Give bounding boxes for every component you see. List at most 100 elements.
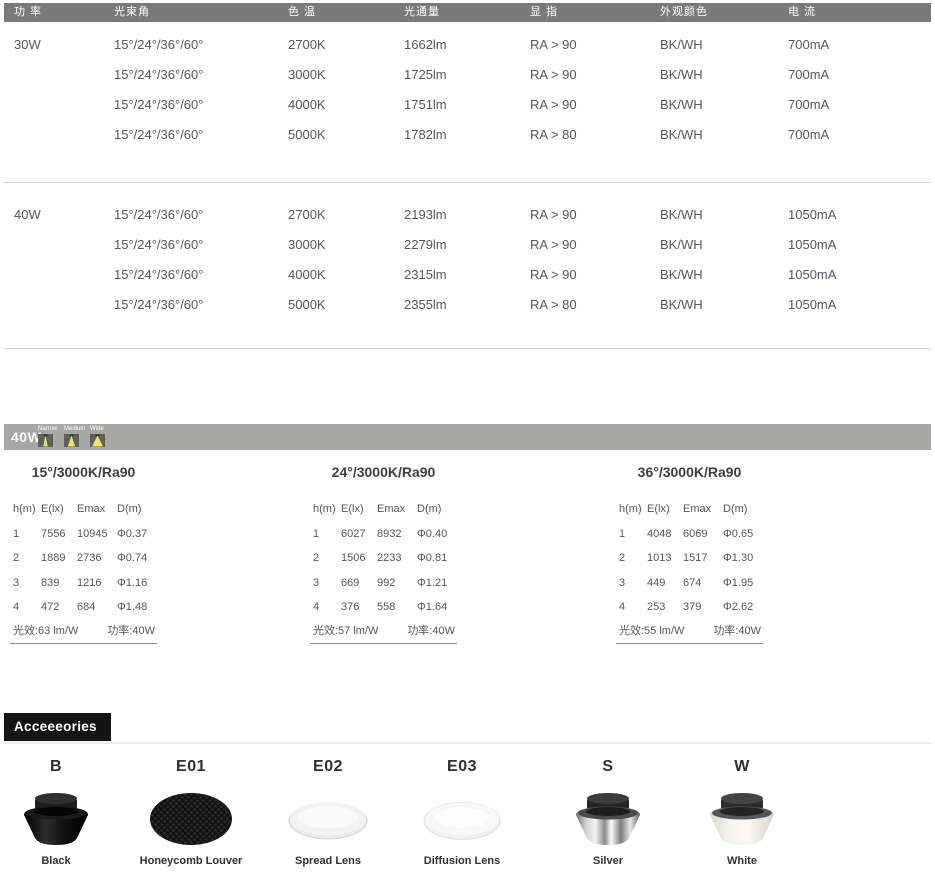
cct-cell: 3000K	[288, 237, 326, 252]
cell: Φ0.37	[117, 527, 148, 540]
power-bar-label: 40W	[11, 429, 42, 445]
table-row: 40W 15°/24°/36°/60° 2700K 2193lm RA > 90…	[4, 200, 931, 230]
cell: 379	[683, 601, 702, 613]
table-row: 4 472 684 Φ1.48	[10, 595, 157, 620]
cell: 1517	[683, 552, 708, 564]
cell: 1889	[41, 552, 66, 564]
diffusion-lens-icon	[423, 802, 501, 840]
cell: 6027	[341, 527, 366, 540]
cell: 2	[13, 552, 20, 564]
cri-cell: RA > 90	[530, 37, 577, 52]
cell: 669	[341, 576, 360, 589]
current-cell: 700mA	[788, 37, 830, 52]
cell: 2233	[377, 552, 402, 564]
col-header: h(m)	[13, 503, 36, 515]
current-cell: 1050mA	[788, 267, 837, 282]
finish-cell: BK/WH	[660, 297, 703, 312]
beam-medium: Medium	[64, 426, 94, 452]
cri-cell: RA > 90	[530, 267, 577, 282]
spread-lens-icon	[288, 802, 368, 840]
finish-cell: BK/WH	[660, 237, 703, 252]
flux-cell: 2279lm	[404, 237, 447, 252]
accessory-code: E01	[176, 758, 206, 775]
photometric-table-title: 36°/3000K/Ra90	[637, 464, 742, 480]
cct-cell: 5000K	[288, 127, 326, 142]
col-header: h(m)	[313, 503, 336, 515]
cct-cell: 2700K	[288, 37, 326, 52]
spec-group-30w: 30W 15°/24°/36°/60° 2700K 1662lm RA > 90…	[4, 30, 931, 150]
cell: 1506	[341, 552, 366, 564]
current-cell: 700mA	[788, 127, 830, 142]
table-row: 1 7556 10945 Φ0.37	[10, 522, 157, 547]
cell: 4	[313, 601, 320, 613]
cct-cell: 3000K	[288, 67, 326, 82]
cell: 3	[13, 576, 20, 589]
cell: 674	[683, 576, 702, 589]
cell: 10945	[77, 527, 108, 540]
photometric-table-24deg: 24°/3000K/Ra90 h(m) E(lx) Emax D(m) 1 60…	[310, 451, 457, 644]
cell: 4	[619, 601, 626, 613]
cell: 1013	[647, 552, 672, 564]
accessory-name: Spread Lens	[294, 855, 362, 867]
cell: 6069	[683, 527, 708, 540]
accessory-code: E02	[313, 758, 343, 775]
table-row: 15°/24°/36°/60° 5000K 1782lm RA > 80 BK/…	[4, 120, 931, 150]
spec-col-cct: 色 温	[288, 6, 317, 18]
cell: Φ0.65	[723, 527, 754, 540]
col-header: h(m)	[619, 503, 642, 515]
table-row: 2 1013 1517 Φ1.30	[616, 546, 763, 571]
cell: 3	[619, 576, 626, 589]
col-header: E(lx)	[341, 503, 364, 515]
beam-wide: Wide	[90, 426, 120, 452]
cell: 2736	[77, 552, 102, 564]
beam-cell: 15°/24°/36°/60°	[114, 97, 204, 112]
cell: 4048	[647, 527, 672, 540]
spec-col-flux: 光通量	[404, 6, 440, 18]
cell: Φ1.30	[723, 552, 754, 564]
table-row: 1 4048 6069 Φ0.65	[616, 522, 763, 547]
black-reflector-icon	[24, 793, 88, 845]
table-row: 2 1506 2233 Φ0.81	[310, 546, 457, 571]
table-row: 15°/24°/36°/60° 3000K 2279lm RA > 90 BK/…	[4, 230, 931, 260]
beam-cell: 15°/24°/36°/60°	[114, 207, 204, 222]
flux-cell: 1782lm	[404, 127, 447, 142]
col-header: D(m)	[723, 503, 748, 515]
flux-cell: 1662lm	[404, 37, 447, 52]
cell: Φ2.62	[723, 601, 754, 613]
photometric-table-header: h(m) E(lx) Emax D(m)	[616, 497, 763, 522]
medium-beam-icon	[64, 434, 79, 447]
divider	[4, 742, 931, 744]
beam-cell: 15°/24°/36°/60°	[114, 67, 204, 82]
photometric-power-bar: 40W Narrow Medium Wide	[4, 424, 931, 450]
finish-cell: BK/WH	[660, 67, 703, 82]
power-cell	[14, 260, 114, 290]
current-cell: 1050mA	[788, 297, 837, 312]
power-label: 功率:40W	[407, 624, 455, 637]
cell: Φ0.74	[117, 552, 148, 564]
flux-cell: 2315lm	[404, 267, 447, 282]
current-cell: 1050mA	[788, 207, 837, 222]
table-row: 15°/24°/36°/60° 5000K 2355lm RA > 80 BK/…	[4, 290, 931, 320]
table-row: 3 669 992 Φ1.21	[310, 571, 457, 596]
photometric-table-36deg: 36°/3000K/Ra90 h(m) E(lx) Emax D(m) 1 40…	[616, 451, 763, 644]
honeycomb-louver-image	[139, 789, 243, 849]
table-row: 2 1889 2736 Φ0.74	[10, 546, 157, 571]
efficacy-label: 光效:57 lm/W	[313, 624, 379, 637]
cct-cell: 4000K	[288, 97, 326, 112]
power-cell: 40W	[14, 207, 41, 222]
col-header: E(lx)	[647, 503, 670, 515]
accessory-name: Silver	[593, 855, 623, 867]
divider	[4, 182, 931, 183]
beam-narrow: Narrow	[38, 426, 68, 452]
cell: Φ1.16	[117, 576, 148, 589]
accessory-code: S	[602, 758, 614, 775]
honeycomb-louver-icon	[150, 793, 232, 845]
beam-cell: 15°/24°/36°/60°	[114, 267, 204, 282]
beam-cell: 15°/24°/36°/60°	[114, 237, 204, 252]
table-row: 30W 15°/24°/36°/60° 2700K 1662lm RA > 90…	[4, 30, 931, 60]
cell: 7556	[41, 527, 66, 540]
cri-cell: RA > 90	[530, 97, 577, 112]
col-header: D(m)	[117, 503, 142, 515]
cell: 992	[377, 576, 396, 589]
accessories-title-badge: Acceeeories	[4, 713, 111, 741]
